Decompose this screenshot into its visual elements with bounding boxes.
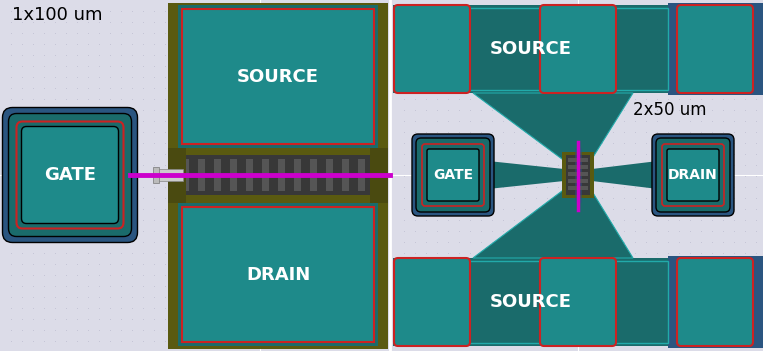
Bar	[168, 148, 388, 203]
FancyBboxPatch shape	[394, 258, 470, 346]
Bar	[668, 256, 763, 348]
Text: GATE: GATE	[44, 166, 96, 184]
Bar	[178, 155, 378, 195]
FancyBboxPatch shape	[540, 258, 616, 346]
Polygon shape	[592, 161, 658, 189]
FancyBboxPatch shape	[416, 138, 490, 212]
Bar	[568, 179, 588, 183]
Bar	[562, 152, 594, 198]
Bar	[178, 203, 378, 346]
Bar	[182, 9, 374, 144]
Text: SOURCE: SOURCE	[490, 40, 571, 58]
Bar	[673, 258, 756, 346]
FancyBboxPatch shape	[677, 258, 753, 346]
Bar	[155, 169, 183, 181]
Bar	[568, 186, 588, 190]
Bar	[246, 159, 253, 191]
Bar	[568, 158, 588, 162]
Bar	[182, 159, 189, 191]
Text: SOURCE: SOURCE	[237, 67, 319, 86]
Bar	[182, 207, 374, 342]
FancyBboxPatch shape	[427, 149, 479, 201]
Bar	[393, 258, 668, 346]
Bar	[182, 9, 374, 144]
Bar	[396, 8, 668, 90]
FancyBboxPatch shape	[8, 113, 131, 237]
Bar	[198, 159, 205, 191]
Bar	[153, 167, 159, 183]
Bar	[568, 172, 588, 176]
Bar	[178, 5, 378, 148]
Bar	[396, 261, 668, 343]
Bar	[168, 3, 388, 158]
FancyBboxPatch shape	[2, 107, 137, 243]
FancyBboxPatch shape	[412, 134, 494, 216]
Bar	[278, 159, 285, 191]
Bar	[673, 5, 756, 93]
FancyBboxPatch shape	[394, 5, 470, 93]
Text: SOURCE: SOURCE	[490, 293, 571, 311]
Bar	[168, 148, 186, 203]
Text: 1x100 um: 1x100 um	[12, 6, 102, 24]
FancyBboxPatch shape	[667, 149, 719, 201]
Bar	[262, 159, 269, 191]
Bar	[230, 159, 237, 191]
Text: DRAIN: DRAIN	[246, 265, 310, 284]
Polygon shape	[473, 93, 633, 162]
Bar	[168, 193, 388, 349]
Bar	[182, 207, 374, 342]
Bar	[568, 165, 588, 169]
FancyBboxPatch shape	[677, 5, 753, 93]
FancyBboxPatch shape	[652, 134, 734, 216]
Bar	[358, 159, 365, 191]
Bar	[370, 148, 388, 203]
Bar	[214, 159, 221, 191]
Polygon shape	[473, 188, 633, 258]
FancyBboxPatch shape	[540, 5, 616, 93]
Bar	[294, 159, 301, 191]
Text: GATE: GATE	[433, 168, 473, 182]
Bar	[342, 159, 349, 191]
Bar	[326, 159, 333, 191]
Polygon shape	[488, 161, 564, 189]
Bar	[393, 5, 668, 93]
Bar	[575, 148, 581, 202]
FancyBboxPatch shape	[21, 126, 118, 224]
Text: 2x50 um: 2x50 um	[633, 101, 707, 119]
Bar	[310, 159, 317, 191]
FancyBboxPatch shape	[656, 138, 730, 212]
Bar	[566, 155, 590, 195]
Text: DRAIN: DRAIN	[668, 168, 718, 182]
Bar	[668, 3, 763, 95]
